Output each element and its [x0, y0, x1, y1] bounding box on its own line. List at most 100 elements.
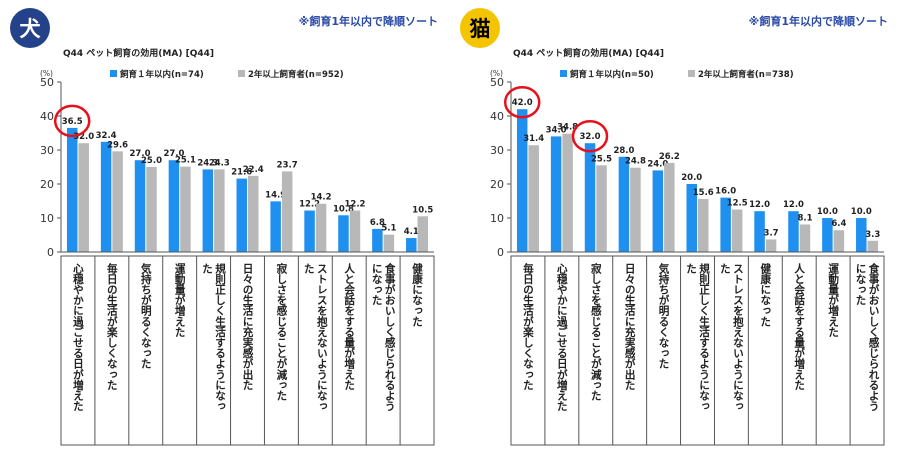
bar-over-2yr	[417, 216, 429, 252]
bar-over-2yr	[630, 167, 641, 252]
y-tick-label: 30	[40, 144, 54, 157]
data-label: 6.4	[831, 219, 846, 229]
category-label: 日々の生活に充実感が出た	[624, 263, 636, 390]
bar-over-2yr	[562, 133, 573, 252]
category-label: 日々の生活に充実感が出た	[242, 263, 254, 390]
category-label: 人と会話をする量が増えた	[343, 262, 355, 390]
bar-over-2yr	[833, 230, 845, 252]
data-label: 12.0	[783, 200, 804, 210]
bar-within-1yr	[270, 201, 281, 252]
data-label: 32.0	[580, 132, 601, 142]
bar-over-2yr	[78, 143, 89, 252]
data-label: 10.8	[333, 204, 354, 214]
data-label: 25.5	[591, 154, 612, 164]
y-tick-label: 10	[40, 212, 54, 225]
y-tick-label: 10	[490, 212, 504, 225]
category-label: 運動量が増えた	[174, 263, 186, 337]
bar-within-1yr	[720, 197, 731, 252]
bar-within-1yr	[856, 218, 867, 252]
category-label: 食事がおいしく感じられるよう	[868, 262, 880, 411]
category-label: 心穏やかに過ごせる日が増えた	[556, 263, 568, 411]
bar-within-1yr	[338, 215, 349, 252]
data-label: 28.0	[613, 146, 634, 156]
data-label: 27.0	[130, 149, 151, 159]
data-label: 20.0	[681, 173, 702, 183]
bar-over-2yr	[528, 145, 539, 252]
bar-within-1yr	[652, 170, 664, 252]
bar-within-1yr	[550, 136, 562, 252]
bar-over-2yr	[214, 169, 225, 252]
bar-over-2yr	[664, 162, 675, 252]
data-label: 42.0	[512, 98, 533, 108]
bar-within-1yr	[236, 178, 247, 252]
data-label: 3.7	[764, 228, 779, 238]
data-label: 32.4	[96, 131, 117, 141]
bar-within-1yr	[822, 218, 833, 252]
legend-label: 2年以上飼育者(n=738)	[698, 69, 794, 80]
data-label: 24.3	[209, 158, 230, 168]
bar-over-2yr	[765, 239, 777, 252]
bar-within-1yr	[66, 127, 78, 252]
legend-swatch	[560, 70, 567, 77]
bar-over-2yr	[698, 198, 709, 252]
data-label: 10.5	[412, 205, 433, 215]
data-label: 24.0	[647, 159, 668, 169]
data-label: 14.2	[311, 193, 332, 203]
legend-swatch	[110, 70, 117, 77]
data-label: 26.2	[659, 152, 680, 162]
data-label: 6.8	[370, 218, 385, 228]
dog-panel: 犬 ※飼育1年以内で降順ソート Q44 ペット飼育の効用(MA) [Q44] (…	[10, 8, 438, 446]
data-label: 29.6	[107, 140, 128, 150]
bar-within-1yr	[406, 238, 417, 252]
sort-note: ※飼育1年以内で降順ソート	[298, 15, 438, 28]
category-label: 人と会話をする量が増えた	[793, 262, 805, 390]
cat-panel: 猫 ※飼育1年以内で降順ソート Q44 ペット飼育の効用(MA) [Q44] (…	[450, 0, 900, 457]
data-label: 22.4	[243, 165, 264, 175]
bar-over-2yr	[146, 167, 157, 252]
category-label: 食事がおいしく感じられるよう	[384, 262, 396, 411]
bar-over-2yr	[180, 166, 191, 252]
cat-bar-chart: (%) 0 10 20 30 40 50 飼育１年以内(n=50) 2年以上飼育者(n=738)…	[490, 69, 885, 446]
y-tick-label: 20	[490, 178, 504, 191]
data-label: 24.8	[625, 157, 646, 167]
category-label: た	[685, 263, 697, 274]
legend-label: 飼育１年以内(n=74)	[119, 69, 204, 80]
category-label: になった	[855, 263, 867, 305]
bar-over-2yr	[383, 234, 395, 252]
bar-within-1yr	[134, 160, 146, 252]
bar-over-2yr	[799, 224, 811, 252]
data-label: 3.3	[865, 230, 880, 240]
data-label: 34.0	[546, 125, 567, 135]
category-label: た	[303, 263, 315, 274]
data-label: 5.1	[381, 224, 396, 234]
y-tick-label: 40	[490, 110, 504, 123]
data-label: 21.6	[231, 168, 252, 178]
legend-label: 飼育１年以内(n=50)	[569, 69, 654, 80]
bar-within-1yr	[304, 210, 315, 252]
category-label: ストレスを抱えないようになっ	[316, 263, 328, 411]
bar-within-1yr	[788, 211, 799, 252]
sort-note: ※飼育1年以内で降順ソート	[748, 15, 888, 28]
bar-within-1yr	[584, 143, 596, 252]
bar-within-1yr	[618, 156, 630, 252]
category-label: た	[719, 263, 731, 274]
cat-badge: 猫	[460, 8, 500, 48]
data-label: 10.0	[817, 207, 838, 217]
data-label: 23.7	[277, 160, 298, 170]
data-label: 25.1	[175, 156, 196, 166]
data-label: 14.9	[265, 190, 286, 200]
legend-swatch	[238, 70, 245, 77]
y-tick-label: 50	[40, 76, 54, 89]
bar-over-2yr	[315, 203, 327, 252]
bar-over-2yr	[281, 171, 293, 252]
bar-within-1yr	[100, 141, 112, 252]
y-tick-label: 30	[490, 144, 504, 157]
bar-within-1yr	[754, 211, 765, 252]
bar-over-2yr	[867, 240, 879, 252]
category-label: 規則正しく生活するようになっ	[214, 262, 226, 411]
data-label: 16.0	[715, 187, 736, 197]
category-label: 規則正しく生活するようになっ	[698, 262, 710, 411]
bar-within-1yr	[516, 109, 528, 252]
chart-subtitle: Q44 ペット飼育の効用(MA) [Q44]	[63, 49, 214, 59]
bar-over-2yr	[248, 175, 259, 252]
